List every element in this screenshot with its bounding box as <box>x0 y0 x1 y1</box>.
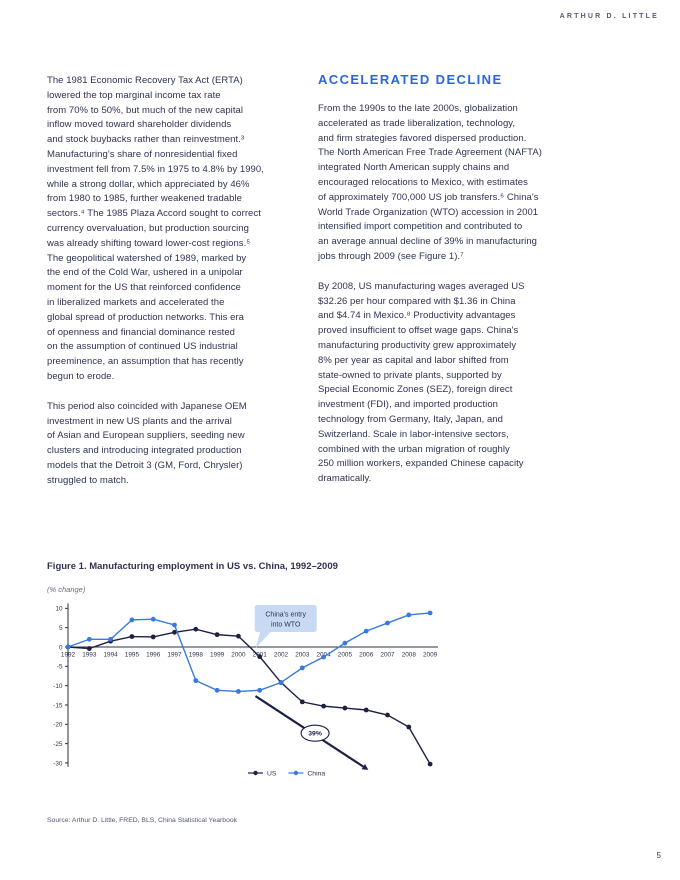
data-point <box>385 620 390 626</box>
body-paragraph: By 2008, US manufacturing wages averaged… <box>318 280 525 485</box>
callout-text: into WTO <box>271 622 301 629</box>
data-point <box>172 622 177 628</box>
x-tick-label: 2007 <box>380 652 395 659</box>
callout-box <box>254 605 317 632</box>
brand-logo: ARTHUR D. LITTLE <box>559 13 659 20</box>
data-point <box>427 761 433 767</box>
callout-tail <box>255 630 273 648</box>
y-tick-label: -20 <box>53 722 63 729</box>
data-point <box>278 680 284 685</box>
data-point <box>236 633 241 639</box>
arrow-label-text: 39% <box>308 731 322 738</box>
x-tick-label: 2002 <box>274 652 289 659</box>
x-tick-label: 1996 <box>146 652 161 659</box>
data-point <box>86 646 92 651</box>
data-point <box>129 617 135 623</box>
x-tick-label: 1997 <box>167 652 182 659</box>
x-tick-label: 2003 <box>295 652 310 659</box>
data-point <box>257 654 263 660</box>
data-point <box>150 634 156 640</box>
data-point <box>342 640 348 646</box>
figure-title: Figure 1. Manufacturing employment in US… <box>47 561 338 572</box>
data-point <box>129 634 135 639</box>
legend-label: China <box>307 770 325 777</box>
left-column: The 1981 Economic Recovery Tax Act (ERTA… <box>47 74 307 504</box>
data-point <box>257 687 263 693</box>
x-tick-label: 1994 <box>103 652 118 659</box>
x-tick-label: 2000 <box>231 652 246 659</box>
data-point <box>236 689 241 694</box>
body-paragraph: This period also coincided with Japanese… <box>47 400 247 486</box>
series-china <box>65 610 433 694</box>
data-point <box>108 636 113 642</box>
data-point <box>385 712 390 718</box>
x-tick-label: 2009 <box>423 652 438 659</box>
data-point <box>65 644 71 650</box>
body-paragraph: The 1981 Economic Recovery Tax Act (ERTA… <box>47 75 264 382</box>
data-point <box>406 612 412 618</box>
data-point <box>406 724 412 730</box>
y-tick-label: 10 <box>55 606 63 613</box>
data-point <box>214 632 220 638</box>
x-tick-label: 1992 <box>61 652 76 659</box>
x-tick-label: 1999 <box>210 652 225 659</box>
data-point <box>363 628 369 634</box>
y-tick-label: -10 <box>53 683 63 690</box>
figure-axis-unit: (% change) <box>47 585 86 594</box>
wto-callout: China's entry into WTO <box>254 605 317 648</box>
figure-source: Source: Arthur D. Little, FRED, BLS, Chi… <box>47 817 238 824</box>
data-point <box>321 654 326 660</box>
chart-axes: 10 5 0 -5 -10 -15 -20 -25 -30 1992 1993 1994 1995 199… <box>53 603 438 767</box>
data-point <box>214 687 220 693</box>
series-line <box>67 612 431 693</box>
data-point <box>193 626 199 632</box>
callout-text: China's entry <box>265 612 306 619</box>
data-point <box>427 610 433 616</box>
data-point <box>193 678 199 684</box>
data-point <box>172 629 177 635</box>
chart-legend: US China <box>248 770 325 777</box>
x-tick-label: 2005 <box>338 652 353 659</box>
y-tick-label: 0 <box>59 644 63 651</box>
x-tick-label: 2006 <box>359 652 374 659</box>
decline-arrow: 39% <box>254 695 369 770</box>
x-tick-label: 2008 <box>402 652 417 659</box>
series-us <box>65 626 433 767</box>
y-tick-label: 5 <box>59 625 63 632</box>
page-number: 5 <box>656 851 661 860</box>
body-paragraph: From the 1990s to the late 2000s, global… <box>318 103 542 262</box>
y-tick-label: -30 <box>53 760 63 767</box>
arrow-label-bubble <box>300 724 330 742</box>
x-tick-label: 1998 <box>189 652 204 659</box>
data-point <box>342 705 348 711</box>
arrowhead <box>361 763 369 770</box>
section-heading: ACCELERATED DECLINE <box>318 72 503 87</box>
x-tick-label: 1993 <box>82 652 97 659</box>
data-point <box>150 616 156 622</box>
y-tick-label: -25 <box>53 741 63 748</box>
x-tick-label: 1995 <box>125 652 140 659</box>
y-tick-label: -15 <box>53 702 63 709</box>
legend-label: US <box>267 770 277 777</box>
data-point <box>86 636 92 642</box>
series-line <box>67 628 431 765</box>
y-tick-label: -5 <box>57 664 63 671</box>
right-column: ACCELERATED DECLINE From the 1990s to th… <box>318 72 603 502</box>
data-point <box>299 665 305 671</box>
figure-1-chart: 10 5 0 -5 -10 -15 -20 -25 -30 1992 1993 1994 1995 199… <box>53 603 438 777</box>
data-point <box>321 703 326 709</box>
data-point <box>299 699 305 705</box>
data-point <box>363 707 369 713</box>
